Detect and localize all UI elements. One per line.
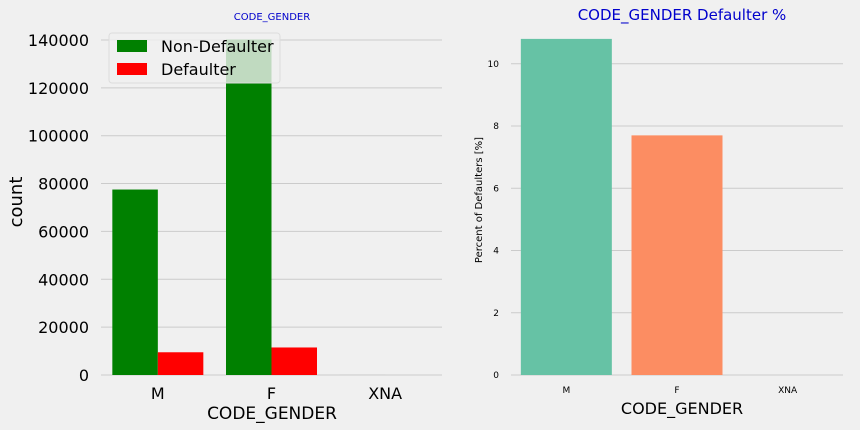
y-tick-label: 0 xyxy=(79,366,89,385)
y-tick-label: 40000 xyxy=(38,270,89,289)
bar-non-defaulter-f xyxy=(226,39,272,375)
bar-defaulter-m xyxy=(157,352,204,375)
y-tick-label: 10 xyxy=(488,60,500,70)
legend-swatch-defaulter xyxy=(117,63,147,75)
count-chart-xlabel: CODE_GENDER xyxy=(207,404,337,424)
legend-swatch-non-defaulter xyxy=(117,40,147,52)
pct-chart-title: CODE_GENDER Defaulter % xyxy=(578,6,787,25)
y-tick-label: 120000 xyxy=(28,79,89,98)
legend-box xyxy=(108,32,281,84)
count-chart-ylabel: count xyxy=(6,177,27,228)
legend-label-defaulter: Defaulter xyxy=(161,60,236,79)
x-tick-label: XNA xyxy=(368,384,402,403)
count-chart-legend: Non-Defaulter Defaulter xyxy=(108,32,281,84)
x-tick-label: M xyxy=(562,386,570,396)
x-tick-label: M xyxy=(151,384,165,403)
bar-pct-m xyxy=(520,38,612,376)
x-tick-label: XNA xyxy=(778,386,798,396)
bar-pct-f xyxy=(631,135,723,375)
pct-chart-xlabel: CODE_GENDER xyxy=(621,399,743,419)
bar-non-defaulter-m xyxy=(112,189,158,375)
y-tick-label: 20000 xyxy=(38,318,89,337)
y-tick-label: 100000 xyxy=(28,127,89,146)
count-chart: CODE_GENDER 0 20000 40000 60000 80000 100000 1… xyxy=(6,12,442,424)
count-chart-title: CODE_GENDER xyxy=(234,12,310,23)
x-tick-label: F xyxy=(674,386,679,396)
y-tick-label: 2 xyxy=(493,309,499,319)
y-tick-label: 4 xyxy=(493,247,499,257)
bar-defaulter-f xyxy=(271,347,317,375)
pct-chart-ylabel: Percent of Defaulters [%] xyxy=(474,137,485,263)
y-tick-label: 0 xyxy=(493,371,499,381)
y-tick-label: 60000 xyxy=(38,222,89,241)
y-tick-label: 6 xyxy=(493,184,499,194)
defaulter-pct-chart: CODE_GENDER Defaulter % 0 2 4 6 8 10 M F XNA Pe… xyxy=(474,6,843,419)
y-tick-label: 80000 xyxy=(38,175,89,194)
y-tick-label: 140000 xyxy=(28,31,89,50)
y-tick-label: 8 xyxy=(493,122,499,132)
x-tick-label: F xyxy=(267,384,276,403)
legend-label-non-defaulter: Non-Defaulter xyxy=(161,37,274,56)
